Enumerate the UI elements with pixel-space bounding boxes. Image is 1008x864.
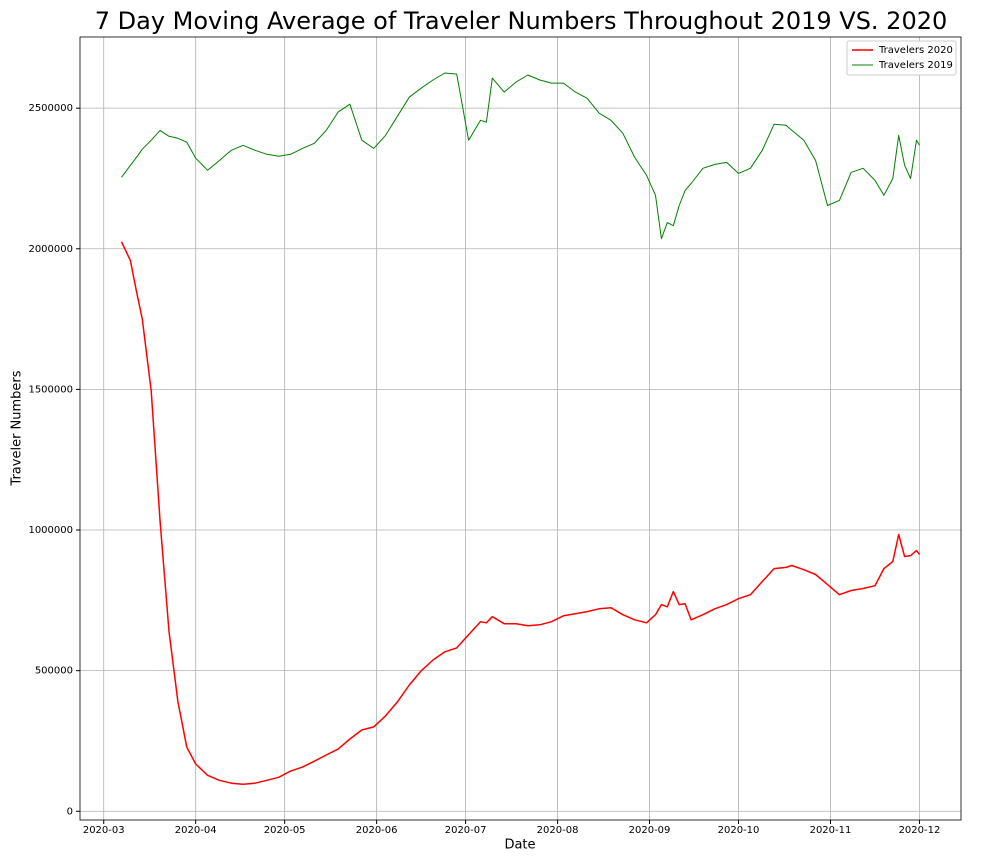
- y-tick-label: 0: [67, 806, 73, 817]
- x-tick-label: 2020-03: [83, 825, 125, 836]
- y-tick-label: 1000000: [28, 525, 73, 536]
- y-tick-label: 500000: [35, 666, 73, 677]
- y-tick-label: 1500000: [28, 384, 73, 395]
- x-tick-label: 2020-11: [810, 825, 852, 836]
- x-axis-label: Date: [504, 838, 535, 853]
- x-tick-label: 2020-09: [629, 825, 671, 836]
- legend-label: Travelers 2020: [878, 45, 953, 56]
- y-tick-label: 2000000: [28, 244, 73, 255]
- x-tick-label: 2020-08: [537, 825, 579, 836]
- x-tick-label: 2020-12: [899, 825, 941, 836]
- legend-box: [846, 40, 957, 76]
- y-axis-label: Traveler Numbers: [10, 370, 25, 486]
- chart-title: 7 Day Moving Average of Traveler Numbers…: [95, 7, 948, 35]
- plot-frame: [79, 36, 962, 821]
- x-tick-label: 2020-04: [175, 825, 217, 836]
- x-tick-label: 2020-06: [356, 825, 398, 836]
- x-tick-label: 2020-10: [718, 825, 760, 836]
- series-line: [120, 241, 921, 786]
- x-tick-label: 2020-05: [264, 825, 306, 836]
- series-line: [121, 72, 920, 240]
- y-tick-label: 2500000: [28, 103, 73, 114]
- legend-label: Travelers 2019: [878, 60, 953, 71]
- x-tick-label: 2020-07: [445, 825, 487, 836]
